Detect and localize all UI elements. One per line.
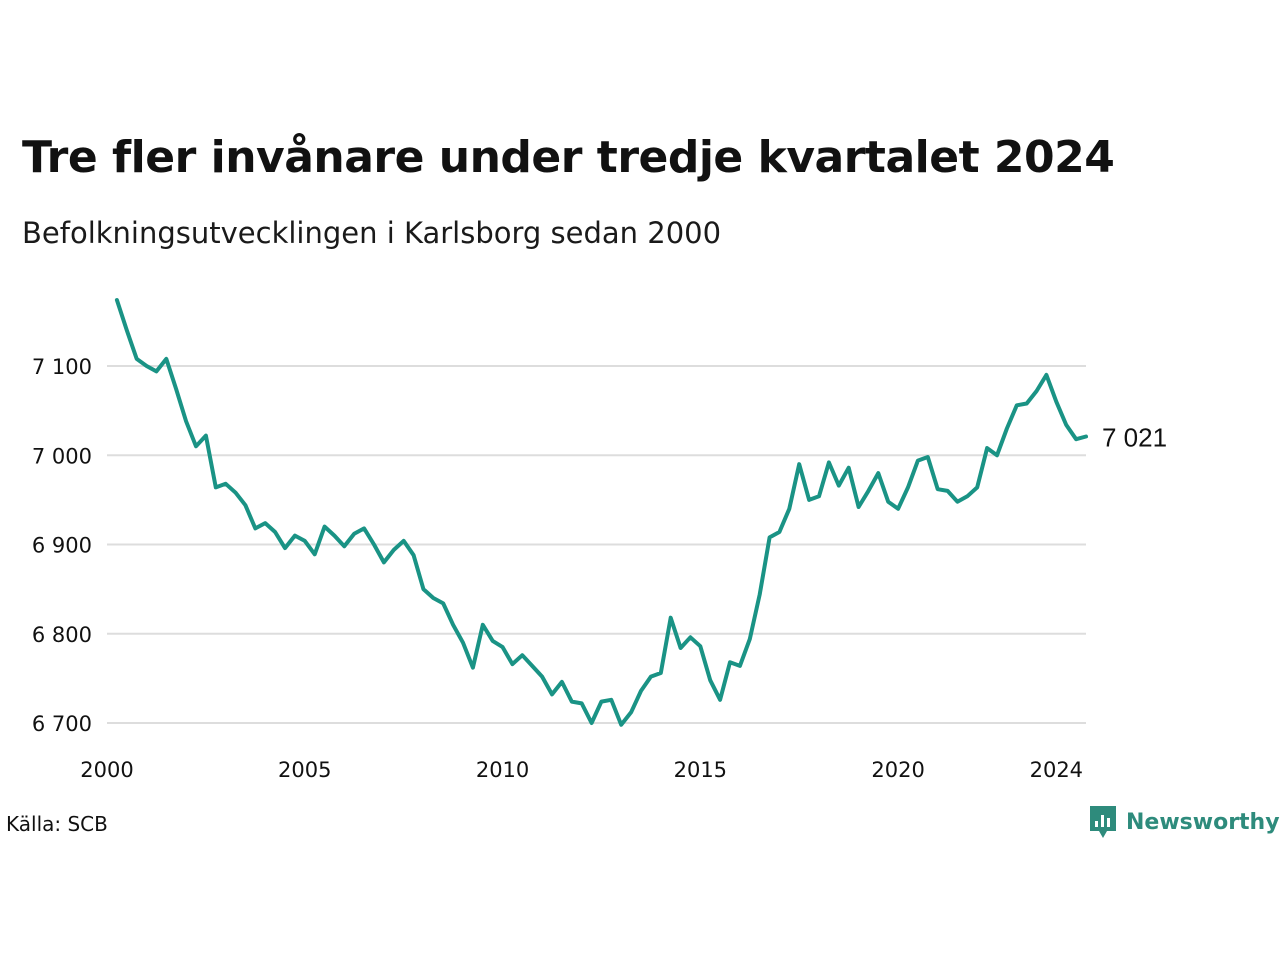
y-tick-label: 6 800 <box>32 623 92 647</box>
brand-name: Newsworthy <box>1126 809 1280 835</box>
x-tick-label: 2005 <box>278 758 331 782</box>
page-title: Tre fler invånare under tredje kvartalet… <box>22 132 1115 183</box>
end-value-label: 7 021 <box>1102 423 1167 453</box>
brand-mark: Newsworthy <box>1088 804 1280 840</box>
x-axis-tick-labels: 2000 2005 2010 2015 2020 2024 <box>80 758 1083 782</box>
y-tick-label: 7 000 <box>32 444 92 468</box>
x-tick-label: 2024 <box>1030 758 1083 782</box>
y-tick-label: 6 900 <box>32 534 92 558</box>
x-tick-label: 2010 <box>476 758 529 782</box>
x-tick-label: 2020 <box>871 758 924 782</box>
source-note: Källa: SCB <box>6 812 108 836</box>
grid-lines <box>107 365 1086 724</box>
x-tick-label: 2015 <box>674 758 727 782</box>
series-line-population <box>114 298 1088 727</box>
y-tick-label: 7 100 <box>32 355 92 379</box>
y-axis-tick-labels: 6 700 6 800 6 900 7 000 7 100 <box>32 355 92 736</box>
x-tick-label: 2000 <box>80 758 133 782</box>
y-tick-label: 6 700 <box>32 712 92 736</box>
page-subtitle: Befolkningsutvecklingen i Karlsborg seda… <box>22 216 722 250</box>
newsworthy-logo-icon <box>1090 806 1116 838</box>
